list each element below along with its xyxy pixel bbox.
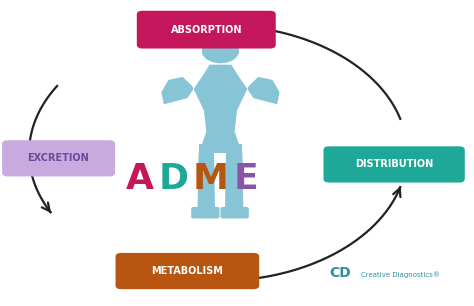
FancyBboxPatch shape [2,140,115,177]
Text: CD: CD [329,266,351,280]
Polygon shape [198,153,214,211]
Polygon shape [226,153,243,211]
Text: M: M [193,162,229,196]
Text: D: D [158,162,188,196]
PathPatch shape [199,144,242,153]
FancyBboxPatch shape [323,146,465,183]
FancyBboxPatch shape [191,207,219,218]
Text: E: E [233,162,258,196]
Text: A: A [126,162,154,196]
PathPatch shape [161,65,280,145]
FancyBboxPatch shape [137,11,276,49]
Text: DISTRIBUTION: DISTRIBUTION [355,159,433,169]
Text: ABSORPTION: ABSORPTION [171,24,242,35]
FancyBboxPatch shape [220,207,249,218]
FancyBboxPatch shape [116,253,259,289]
Text: METABOLISM: METABOLISM [151,266,223,276]
Text: Creative Diagnostics®: Creative Diagnostics® [361,271,440,278]
Circle shape [202,39,238,62]
Text: EXCRETION: EXCRETION [27,153,89,163]
